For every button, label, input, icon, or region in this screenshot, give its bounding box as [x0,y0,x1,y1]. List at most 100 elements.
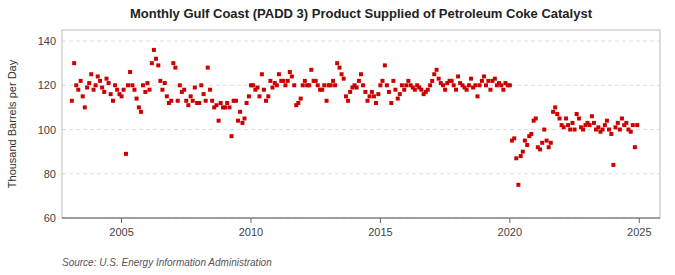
point [130,83,134,87]
point [322,83,326,87]
point [270,86,274,90]
point [236,119,240,123]
x-tick [380,218,381,223]
grid-line [62,218,660,219]
point [309,68,313,72]
point [128,70,132,74]
point [553,105,557,109]
point [72,61,76,65]
point [620,116,624,120]
point [137,105,141,109]
point [197,101,201,105]
point [243,116,247,120]
point [432,72,436,76]
point [342,77,346,81]
point [400,83,404,87]
point [566,123,570,127]
points [70,48,639,187]
point [139,110,143,114]
point [456,74,460,78]
point [223,105,227,109]
point [331,79,335,83]
point [624,121,628,125]
point [361,83,365,87]
y-tick-label: 60 [44,212,56,224]
point [389,101,393,105]
point [314,79,318,83]
point [182,88,186,92]
point [286,79,290,83]
point [335,61,339,65]
point [160,88,164,92]
point [521,150,525,154]
point [473,83,477,87]
point [296,101,300,105]
point [219,101,223,105]
point [333,83,337,87]
point [547,145,551,149]
point [169,99,173,103]
point [158,79,162,83]
point [135,97,139,101]
point [478,83,482,87]
point [102,90,106,94]
point [266,94,270,98]
point [92,88,96,92]
point [357,79,361,83]
point [573,128,577,132]
point [402,88,406,92]
point [374,101,378,105]
point [372,94,376,98]
point [83,105,87,109]
point [512,136,516,140]
point [217,119,221,123]
point [275,83,279,87]
point [355,86,359,90]
point [348,90,352,94]
point [538,147,542,151]
point [387,90,391,94]
point [525,143,529,147]
point [378,83,382,87]
point [519,154,523,158]
point [74,83,78,87]
point [488,88,492,92]
point [393,88,397,92]
point [107,81,111,85]
point [368,94,372,98]
point [240,121,244,125]
point [193,86,197,90]
point [588,123,592,127]
point [633,145,637,149]
y-tick-label: 140 [38,35,56,47]
point [501,88,505,92]
point [111,99,115,103]
point [493,77,497,81]
point [396,97,400,101]
point [568,128,572,132]
point [189,94,193,98]
point [383,63,387,67]
x-tick [639,218,640,223]
point [113,83,117,87]
point [391,79,395,83]
y-tick-label: 120 [38,79,56,91]
point [482,74,486,78]
point [288,70,292,74]
point [443,88,447,92]
point [475,94,479,98]
point [430,79,434,83]
point [251,83,255,87]
point [303,79,307,83]
point [480,79,484,83]
grid [62,41,660,218]
x-tick-label: 2015 [368,226,392,238]
point [534,116,538,120]
point [618,128,622,132]
point [601,128,605,132]
y-tick-label: 100 [38,124,56,136]
point [329,83,333,87]
point [81,94,85,98]
point [150,61,154,65]
point [290,74,294,78]
